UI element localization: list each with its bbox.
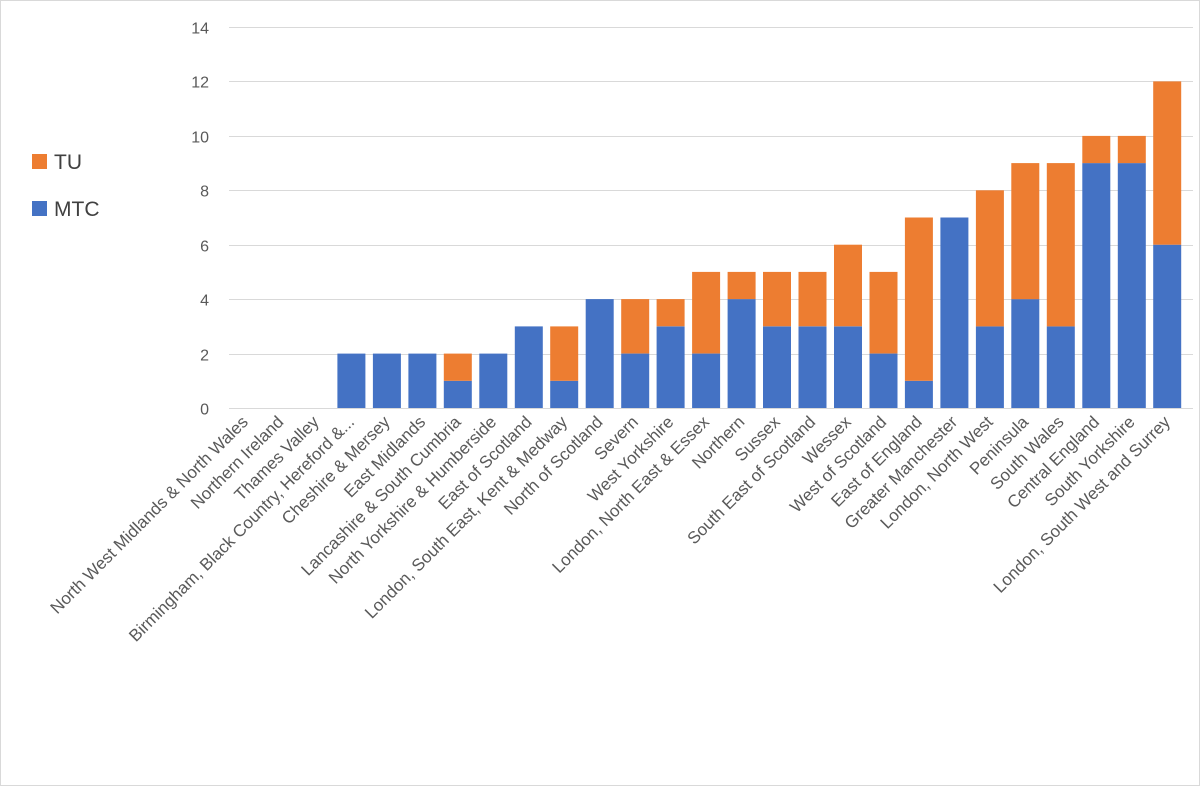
bar-tu-12 — [656, 299, 685, 327]
bar-tu-17 — [834, 244, 862, 327]
bar-tu-26 — [1153, 81, 1182, 245]
bar-tu-25 — [1117, 135, 1146, 164]
bar-mtc-24 — [1082, 163, 1111, 408]
bar-tu-18 — [869, 271, 898, 354]
y-tick-label: 12 — [191, 75, 209, 92]
bar-mtc-7 — [479, 353, 508, 408]
bar-tu-22 — [1011, 163, 1040, 300]
y-tick-label: 8 — [200, 184, 209, 201]
bar-mtc-6 — [443, 380, 472, 408]
bar-tu-24 — [1082, 135, 1111, 164]
bar-mtc-11 — [621, 353, 650, 408]
legend-label-tu: TU — [54, 151, 82, 174]
bar-mtc-13 — [692, 353, 721, 408]
bar-tu-11 — [621, 299, 650, 354]
bar-tu-23 — [1046, 163, 1075, 327]
bar-tu-6 — [443, 353, 472, 381]
bar-mtc-10 — [585, 299, 614, 408]
bar-mtc-9 — [550, 380, 579, 408]
y-tick-label: 14 — [191, 21, 209, 38]
y-tick-label: 0 — [200, 402, 209, 419]
bar-mtc-12 — [656, 326, 685, 408]
bar-mtc-17 — [834, 326, 862, 408]
bar-mtc-25 — [1117, 163, 1146, 408]
y-tick-label: 10 — [191, 130, 209, 147]
x-tick-label: North West Midlands & North Wales — [47, 412, 252, 617]
y-tick-label: 6 — [200, 239, 209, 256]
bar-mtc-23 — [1046, 326, 1075, 408]
bar-tu-15 — [763, 271, 791, 327]
bar-tu-13 — [692, 271, 721, 354]
bar-tu-19 — [904, 217, 933, 381]
bar-tu-21 — [975, 190, 1004, 327]
bar-mtc-5 — [408, 353, 437, 408]
bar-tu-14 — [727, 271, 756, 300]
y-tick-label: 4 — [200, 293, 209, 310]
bar-mtc-15 — [763, 326, 791, 408]
bar-mtc-26 — [1153, 244, 1182, 408]
y-tick-label: 2 — [200, 348, 209, 365]
bar-mtc-8 — [514, 326, 543, 408]
bar-tu-9 — [550, 326, 579, 381]
legend-swatch-tu — [32, 154, 47, 169]
bar-tu-16 — [798, 271, 827, 327]
bar-mtc-16 — [798, 326, 827, 408]
bar-mtc-4 — [372, 353, 401, 408]
bar-mtc-20 — [940, 217, 969, 408]
legend-label-mtc: MTC — [54, 198, 100, 221]
legend-swatch-mtc — [32, 201, 47, 216]
bar-mtc-19 — [904, 380, 933, 408]
legend: TU MTC — [32, 151, 100, 221]
y-axis-ticks: 0 2 4 6 8 10 12 14 — [191, 21, 209, 419]
bars — [337, 81, 1182, 408]
bar-mtc-3 — [337, 353, 366, 408]
bar-mtc-18 — [869, 353, 898, 408]
bar-mtc-14 — [727, 299, 756, 408]
x-axis-labels: North West Midlands & North WalesNorther… — [47, 412, 1175, 645]
bar-mtc-21 — [975, 326, 1004, 408]
bar-mtc-22 — [1011, 299, 1040, 408]
